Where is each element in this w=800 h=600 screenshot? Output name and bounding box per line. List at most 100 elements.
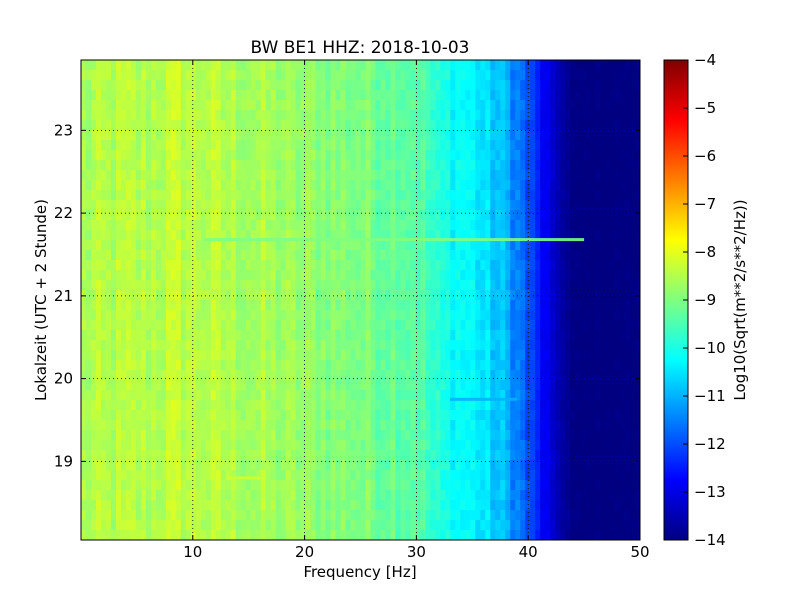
heatmap-cell (485, 290, 491, 301)
heatmap-cell (475, 130, 481, 141)
heatmap-cell (140, 420, 147, 431)
heatmap-cell (335, 280, 342, 291)
heatmap-cell (470, 280, 476, 291)
heatmap-cell (130, 70, 137, 81)
heatmap-cell (285, 420, 292, 431)
heatmap-cell (190, 230, 197, 241)
heatmap-cell (150, 470, 157, 481)
heatmap-cell (490, 150, 496, 161)
heatmap-cell (165, 490, 172, 501)
heatmap-cell (345, 490, 352, 501)
heatmap-cell (135, 60, 142, 71)
heatmap-cell (595, 290, 601, 301)
heatmap-cell (290, 110, 297, 121)
heatmap-cell (210, 380, 217, 391)
heatmap-cell (465, 330, 471, 341)
heatmap-cell (370, 440, 377, 451)
heatmap-cell (485, 180, 491, 191)
heatmap-cell (585, 470, 591, 481)
heatmap-cell (420, 90, 426, 101)
heatmap-cell (495, 160, 501, 171)
heatmap-cell (365, 190, 372, 201)
heatmap-cell (240, 130, 247, 141)
heatmap-cell (320, 450, 327, 461)
heatmap-cell (105, 430, 112, 441)
heatmap-cell (620, 490, 626, 501)
heatmap-cell (125, 260, 132, 271)
heatmap-cell (595, 350, 601, 361)
heatmap-cell (260, 320, 267, 331)
heatmap-cell (225, 220, 232, 231)
heatmap-cell (135, 240, 142, 251)
heatmap-cell (530, 300, 536, 311)
heatmap-cell (625, 120, 631, 131)
heatmap-cell (205, 380, 212, 391)
heatmap-cell (380, 110, 387, 121)
heatmap-cell (355, 170, 362, 181)
heatmap-cell (120, 180, 127, 191)
heatmap-cell (390, 450, 397, 461)
heatmap-cell (130, 490, 137, 501)
heatmap-cell (355, 140, 362, 151)
heatmap-cell (500, 250, 506, 261)
heatmap-cell (475, 310, 481, 321)
heatmap-cell (385, 260, 392, 271)
heatmap-cell (405, 110, 412, 121)
heatmap-cell (190, 130, 197, 141)
heatmap-cell (405, 430, 412, 441)
heatmap-cell (120, 80, 127, 91)
heatmap-cell (345, 180, 352, 191)
heatmap-cell (360, 380, 367, 391)
heatmap-cell (130, 320, 137, 331)
heatmap-cell (220, 100, 227, 111)
heatmap-cell (580, 140, 586, 151)
heatmap-cell (320, 270, 327, 281)
heatmap-cell (235, 490, 242, 501)
heatmap-cell (480, 200, 486, 211)
heatmap-cell (290, 80, 297, 91)
heatmap-cell (280, 330, 287, 341)
heatmap-cell (160, 60, 167, 71)
heatmap-cell (610, 480, 616, 491)
heatmap-cell (380, 140, 387, 151)
heatmap-cell (480, 490, 486, 501)
heatmap-cell (415, 240, 421, 251)
heatmap-cell (85, 360, 92, 371)
heatmap-cell (235, 290, 242, 301)
heatmap-cell (515, 150, 521, 161)
heatmap-cell (425, 300, 431, 311)
heatmap-cell (470, 390, 476, 401)
heatmap-cell (480, 370, 486, 381)
heatmap-cell (105, 460, 112, 471)
heatmap-cell (360, 100, 367, 111)
heatmap-cell (225, 110, 232, 121)
heatmap-cell (140, 90, 147, 101)
heatmap-cell (360, 430, 367, 441)
heatmap-cell (270, 420, 277, 431)
heatmap-cell (125, 240, 132, 251)
heatmap-cell (245, 70, 252, 81)
heatmap-cell (345, 440, 352, 451)
heatmap-cell (605, 300, 611, 311)
heatmap-cell (525, 300, 531, 311)
heatmap-cell (585, 270, 591, 281)
heatmap-cell (480, 450, 486, 461)
heatmap-cell (420, 450, 426, 461)
heatmap-cell (175, 460, 182, 471)
heatmap-cell (210, 110, 217, 121)
heatmap-cell (350, 210, 357, 221)
heatmap-cell (455, 400, 461, 411)
heatmap-cell (120, 210, 127, 221)
heatmap-cell (240, 80, 247, 91)
heatmap-cell (290, 270, 297, 281)
heatmap-cell (275, 310, 282, 321)
heatmap-cell (425, 330, 431, 341)
heatmap-cell (85, 320, 92, 331)
heatmap-cell (260, 60, 267, 71)
heatmap-cell (105, 300, 112, 311)
heatmap-cell (220, 320, 227, 331)
heatmap-cell (105, 400, 112, 411)
heatmap-cell (115, 170, 122, 181)
heatmap-cell (180, 200, 187, 211)
heatmap-cell (330, 130, 337, 141)
